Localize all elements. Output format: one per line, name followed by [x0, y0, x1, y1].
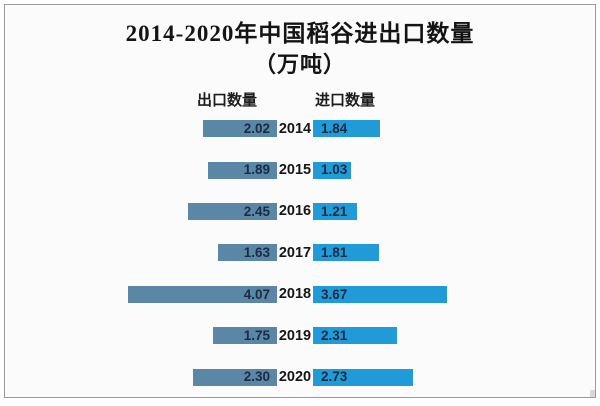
chart-title: 2014-2020年中国稻谷进出口数量	[125, 21, 475, 46]
year-label: 2016	[278, 203, 312, 220]
legend-export-label: 出口数量	[196, 92, 257, 109]
export-zone: 2.30	[5, 368, 277, 386]
import-bar: 1.03	[313, 161, 351, 179]
export-value-label: 2.30	[243, 369, 270, 385]
import-bar: 1.21	[313, 202, 358, 220]
import-value-label: 1.81	[321, 245, 348, 261]
export-zone: 1.75	[5, 327, 277, 345]
chart-row: 1.89 2015 1.03	[5, 149, 595, 190]
import-value-label: 2.73	[321, 369, 348, 385]
import-value-label: 2.31	[321, 327, 348, 343]
export-zone: 1.63	[5, 244, 277, 262]
import-value-label: 3.67	[321, 286, 348, 302]
legend-import-label: 进口数量	[315, 92, 376, 109]
chart-row: 1.75 2019 2.31	[5, 315, 595, 356]
import-zone: 1.21	[313, 202, 595, 220]
year-zone: 2018	[277, 285, 313, 303]
year-label: 2019	[278, 327, 312, 344]
year-label: 2017	[278, 244, 312, 261]
chart-row: 2.45 2016 1.21	[5, 191, 595, 232]
import-bar: 1.84	[313, 120, 381, 138]
chart-row: 2.02 2014 1.84	[5, 108, 595, 149]
year-zone: 2015	[277, 161, 313, 179]
export-value-label: 1.89	[243, 162, 270, 178]
year-label: 2015	[278, 162, 312, 179]
bar-rows: 2.02 2014 1.84 1.89 2015 1.03	[5, 108, 595, 398]
import-zone: 1.03	[313, 161, 595, 179]
corner-artifact	[590, 390, 595, 397]
legend-right-zone: 进口数量	[313, 89, 595, 110]
import-bar: 2.73	[313, 368, 413, 386]
year-zone: 2014	[277, 120, 313, 138]
chart-frame: 2014-2020年中国稻谷进出口数量 （万吨） 出口数量 进口数量 2.02 …	[4, 4, 596, 398]
year-zone: 2016	[277, 202, 313, 220]
legend: 出口数量 进口数量	[5, 89, 595, 110]
chart-row: 2.30 2020 2.73	[5, 356, 595, 397]
import-zone: 2.31	[313, 327, 595, 345]
export-value-label: 1.75	[243, 327, 270, 343]
export-bar: 1.63	[217, 244, 277, 262]
chart-row: 4.07 2018 3.67	[5, 274, 595, 315]
legend-left-zone: 出口数量	[5, 89, 277, 110]
import-value-label: 1.03	[321, 162, 348, 178]
import-bar: 3.67	[313, 285, 447, 303]
year-zone: 2017	[277, 244, 313, 262]
export-zone: 1.89	[5, 161, 277, 179]
export-bar: 1.89	[208, 161, 277, 179]
export-zone: 2.45	[5, 202, 277, 220]
year-label: 2020	[278, 369, 312, 386]
export-value-label: 1.63	[243, 245, 270, 261]
export-value-label: 2.02	[243, 120, 270, 136]
year-label: 2014	[278, 120, 312, 137]
chart-subtitle: （万吨）	[253, 52, 346, 77]
import-bar: 1.81	[313, 244, 380, 262]
export-bar: 2.45	[187, 202, 277, 220]
import-value-label: 1.21	[321, 203, 348, 219]
export-bar: 1.75	[213, 327, 277, 345]
import-zone: 1.84	[313, 120, 595, 138]
export-bar: 4.07	[128, 285, 277, 303]
export-bar: 2.30	[193, 368, 277, 386]
import-zone: 2.73	[313, 368, 595, 386]
year-zone: 2020	[277, 368, 313, 386]
import-zone: 3.67	[313, 285, 595, 303]
export-zone: 2.02	[5, 120, 277, 138]
year-label: 2018	[278, 286, 312, 303]
export-bar: 2.02	[203, 120, 277, 138]
import-zone: 1.81	[313, 244, 595, 262]
export-zone: 4.07	[5, 285, 277, 303]
export-value-label: 4.07	[243, 286, 270, 302]
chart-row: 1.63 2017 1.81	[5, 232, 595, 273]
import-bar: 2.31	[313, 327, 398, 345]
import-value-label: 1.84	[321, 120, 348, 136]
year-zone: 2019	[277, 327, 313, 345]
export-value-label: 2.45	[243, 203, 270, 219]
